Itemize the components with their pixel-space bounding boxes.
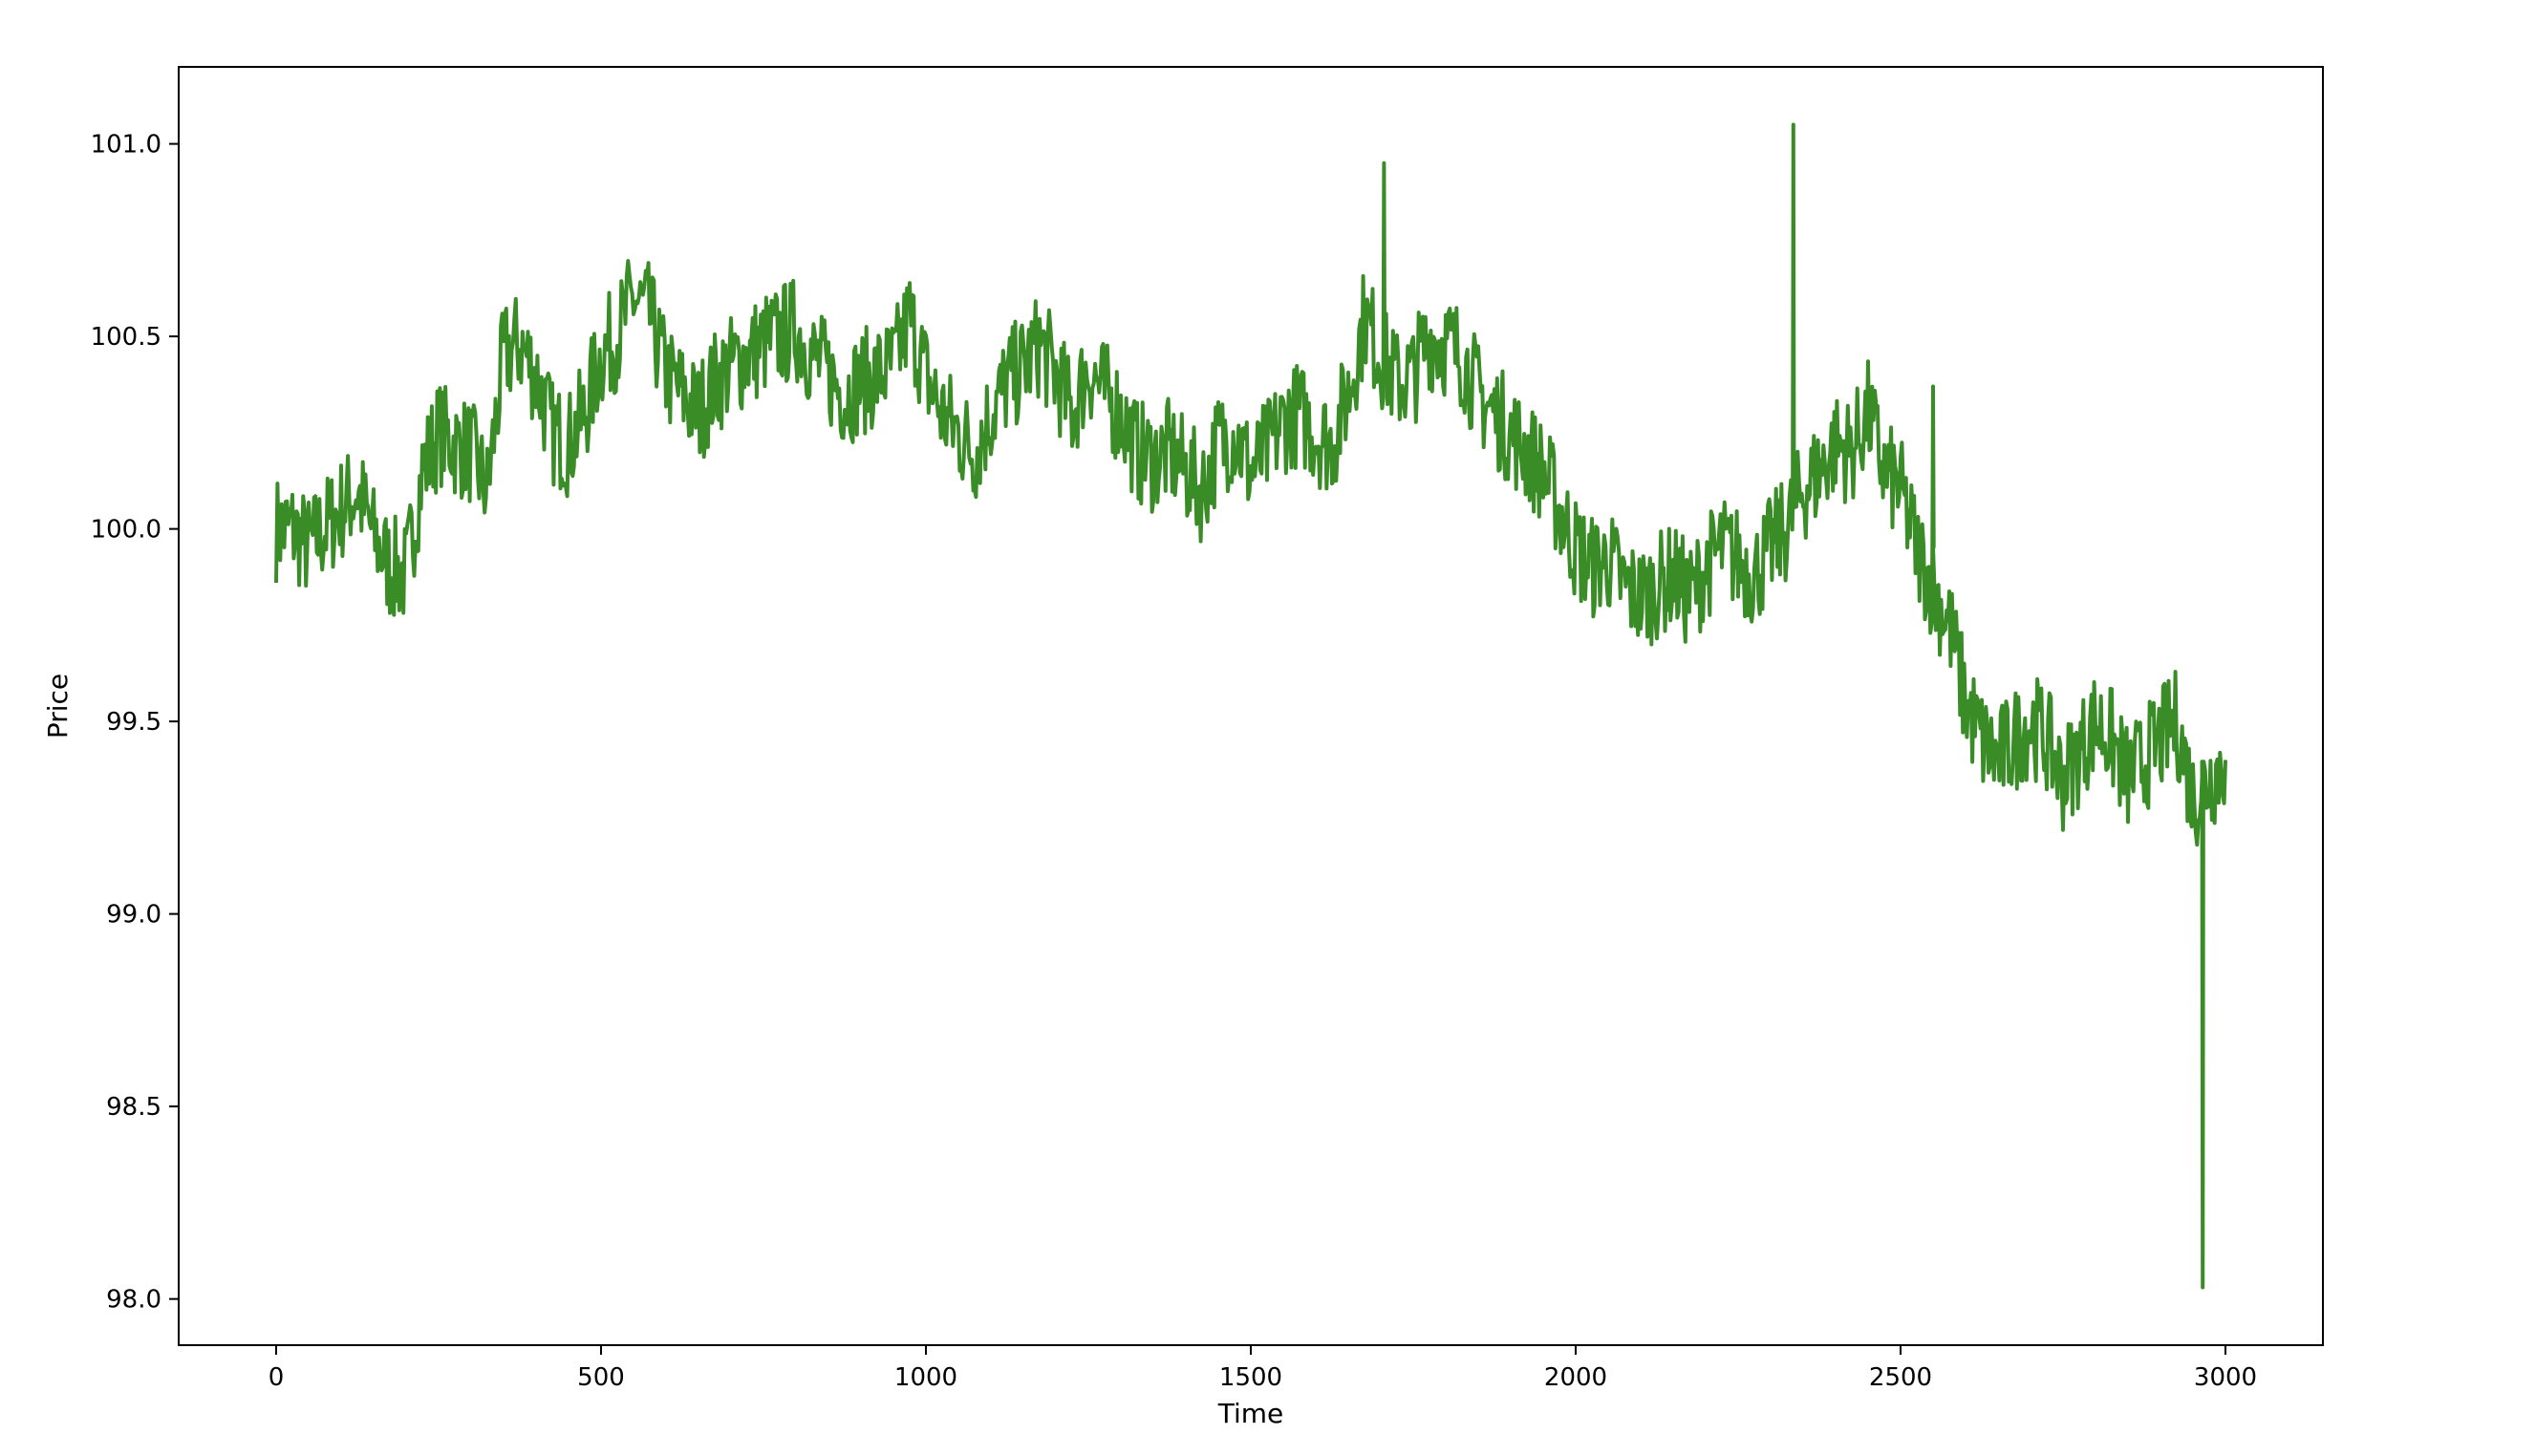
x-axis: 0 500 1000 1500 2000 2500 3000 (269, 1345, 2257, 1392)
y-tick-label: 99.5 (106, 708, 161, 737)
x-tick-label: 1500 (1219, 1363, 1282, 1392)
x-tick-label: 2500 (1869, 1363, 1932, 1392)
x-tick-label: 1000 (894, 1363, 957, 1392)
y-tick-label: 100.5 (91, 323, 161, 352)
y-axis-title: Price (42, 674, 74, 739)
y-tick-label: 99.0 (106, 901, 161, 930)
y-tick-label: 100.0 (91, 516, 161, 545)
plot-area (274, 122, 2227, 1290)
x-tick-label: 3000 (2194, 1363, 2257, 1392)
y-tick-label: 98.0 (106, 1286, 161, 1315)
y-tick-label: 101.0 (91, 131, 161, 160)
x-axis-title: Time (1217, 1398, 1284, 1429)
y-tick-label: 98.5 (106, 1093, 161, 1122)
price-series-line (274, 122, 2227, 1290)
x-tick-label: 500 (577, 1363, 625, 1392)
y-axis: 98.0 98.5 99.0 99.5 100.0 100.5 101.0 (91, 131, 179, 1315)
x-tick-label: 2000 (1544, 1363, 1607, 1392)
x-tick-label: 0 (269, 1363, 285, 1392)
